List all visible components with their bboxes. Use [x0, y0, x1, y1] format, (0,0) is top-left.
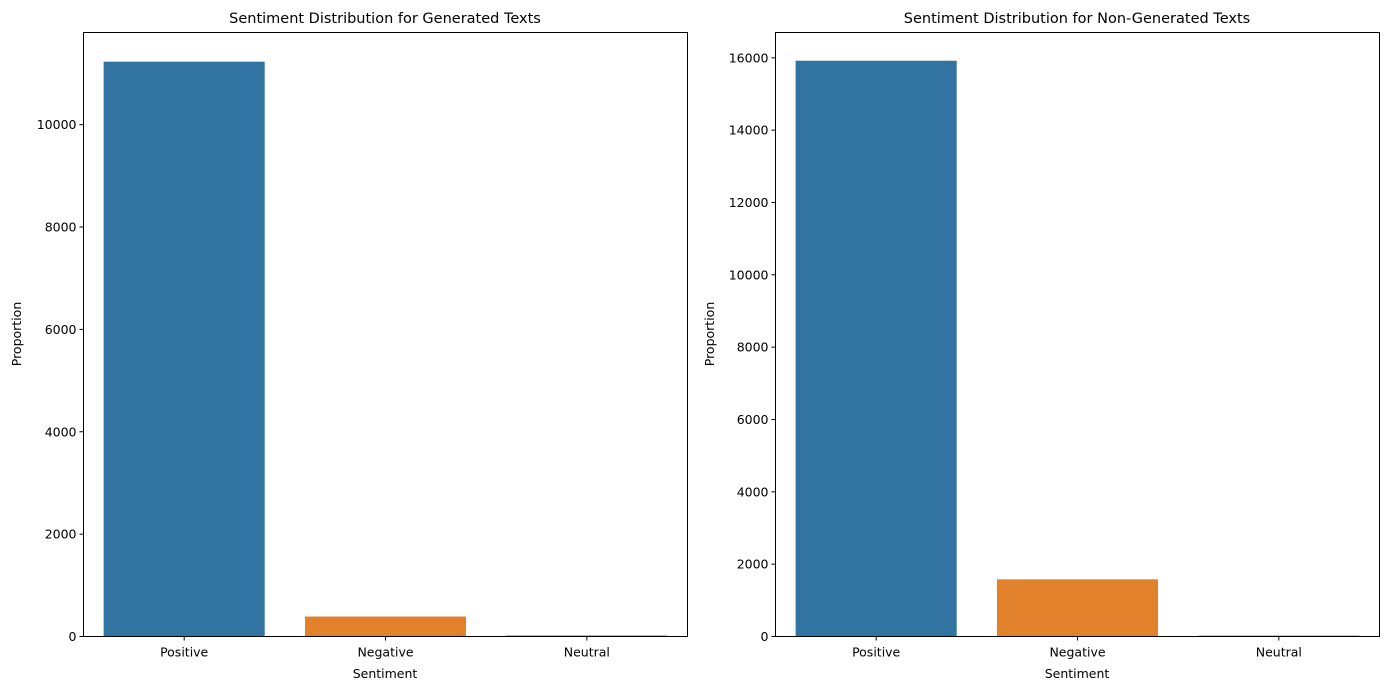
bars-group — [795, 60, 1360, 637]
y-axis-label: Proportion — [702, 302, 717, 367]
y-tick-label: 0 — [761, 629, 769, 644]
y-tick-label: 4000 — [45, 424, 77, 439]
plot-frame — [775, 32, 1380, 637]
y-tick-label: 4000 — [737, 484, 769, 499]
x-axis-label: Sentiment — [353, 666, 418, 681]
y-tick-label: 8000 — [45, 220, 77, 235]
x-tick-label-positive: Positive — [160, 645, 208, 660]
bar-negative — [996, 579, 1159, 637]
bar-negative — [304, 616, 467, 637]
x-tick-label-neutral: Neutral — [1256, 645, 1302, 660]
y-tick-label: 10000 — [729, 267, 769, 282]
x-ticks-group: Positive Negative Neutral — [160, 636, 610, 660]
y-tick-label: 14000 — [729, 123, 769, 138]
x-tick-label-negative: Negative — [357, 645, 413, 660]
y-tick-label: 8000 — [737, 340, 769, 355]
x-tick-label-neutral: Neutral — [564, 645, 610, 660]
y-tick-label: 16000 — [729, 50, 769, 65]
y-tick-label: 10000 — [37, 117, 77, 132]
bar-positive — [103, 61, 265, 637]
x-axis-label: Sentiment — [1045, 666, 1110, 681]
y-tick-label: 2000 — [45, 527, 77, 542]
chart-title: Sentiment Distribution for Generated Tex… — [229, 11, 541, 27]
y-axis-label: Proportion — [9, 302, 24, 367]
bar-positive — [795, 60, 957, 637]
x-tick-label-negative: Negative — [1049, 645, 1105, 660]
y-tick-label: 6000 — [737, 412, 769, 427]
chart-non-generated-texts: Sentiment Distribution for Non-Generated… — [702, 11, 1380, 681]
plot-frame — [83, 32, 688, 637]
y-ticks-group: 0 2000 4000 6000 8000 10000 12000 14000 16000 — [729, 50, 776, 644]
y-ticks-group: 0 2000 4000 6000 8000 10000 — [37, 117, 84, 644]
x-ticks-group: Positive Negative Neutral — [852, 636, 1302, 660]
bars-group — [103, 61, 668, 637]
x-tick-label-positive: Positive — [852, 645, 900, 660]
y-tick-label: 0 — [69, 629, 77, 644]
chart-title: Sentiment Distribution for Non-Generated… — [904, 11, 1250, 27]
y-tick-label: 12000 — [729, 195, 769, 210]
y-tick-label: 6000 — [45, 322, 77, 337]
y-tick-label: 2000 — [737, 557, 769, 572]
chart-generated-texts: Sentiment Distribution for Generated Tex… — [9, 11, 688, 681]
